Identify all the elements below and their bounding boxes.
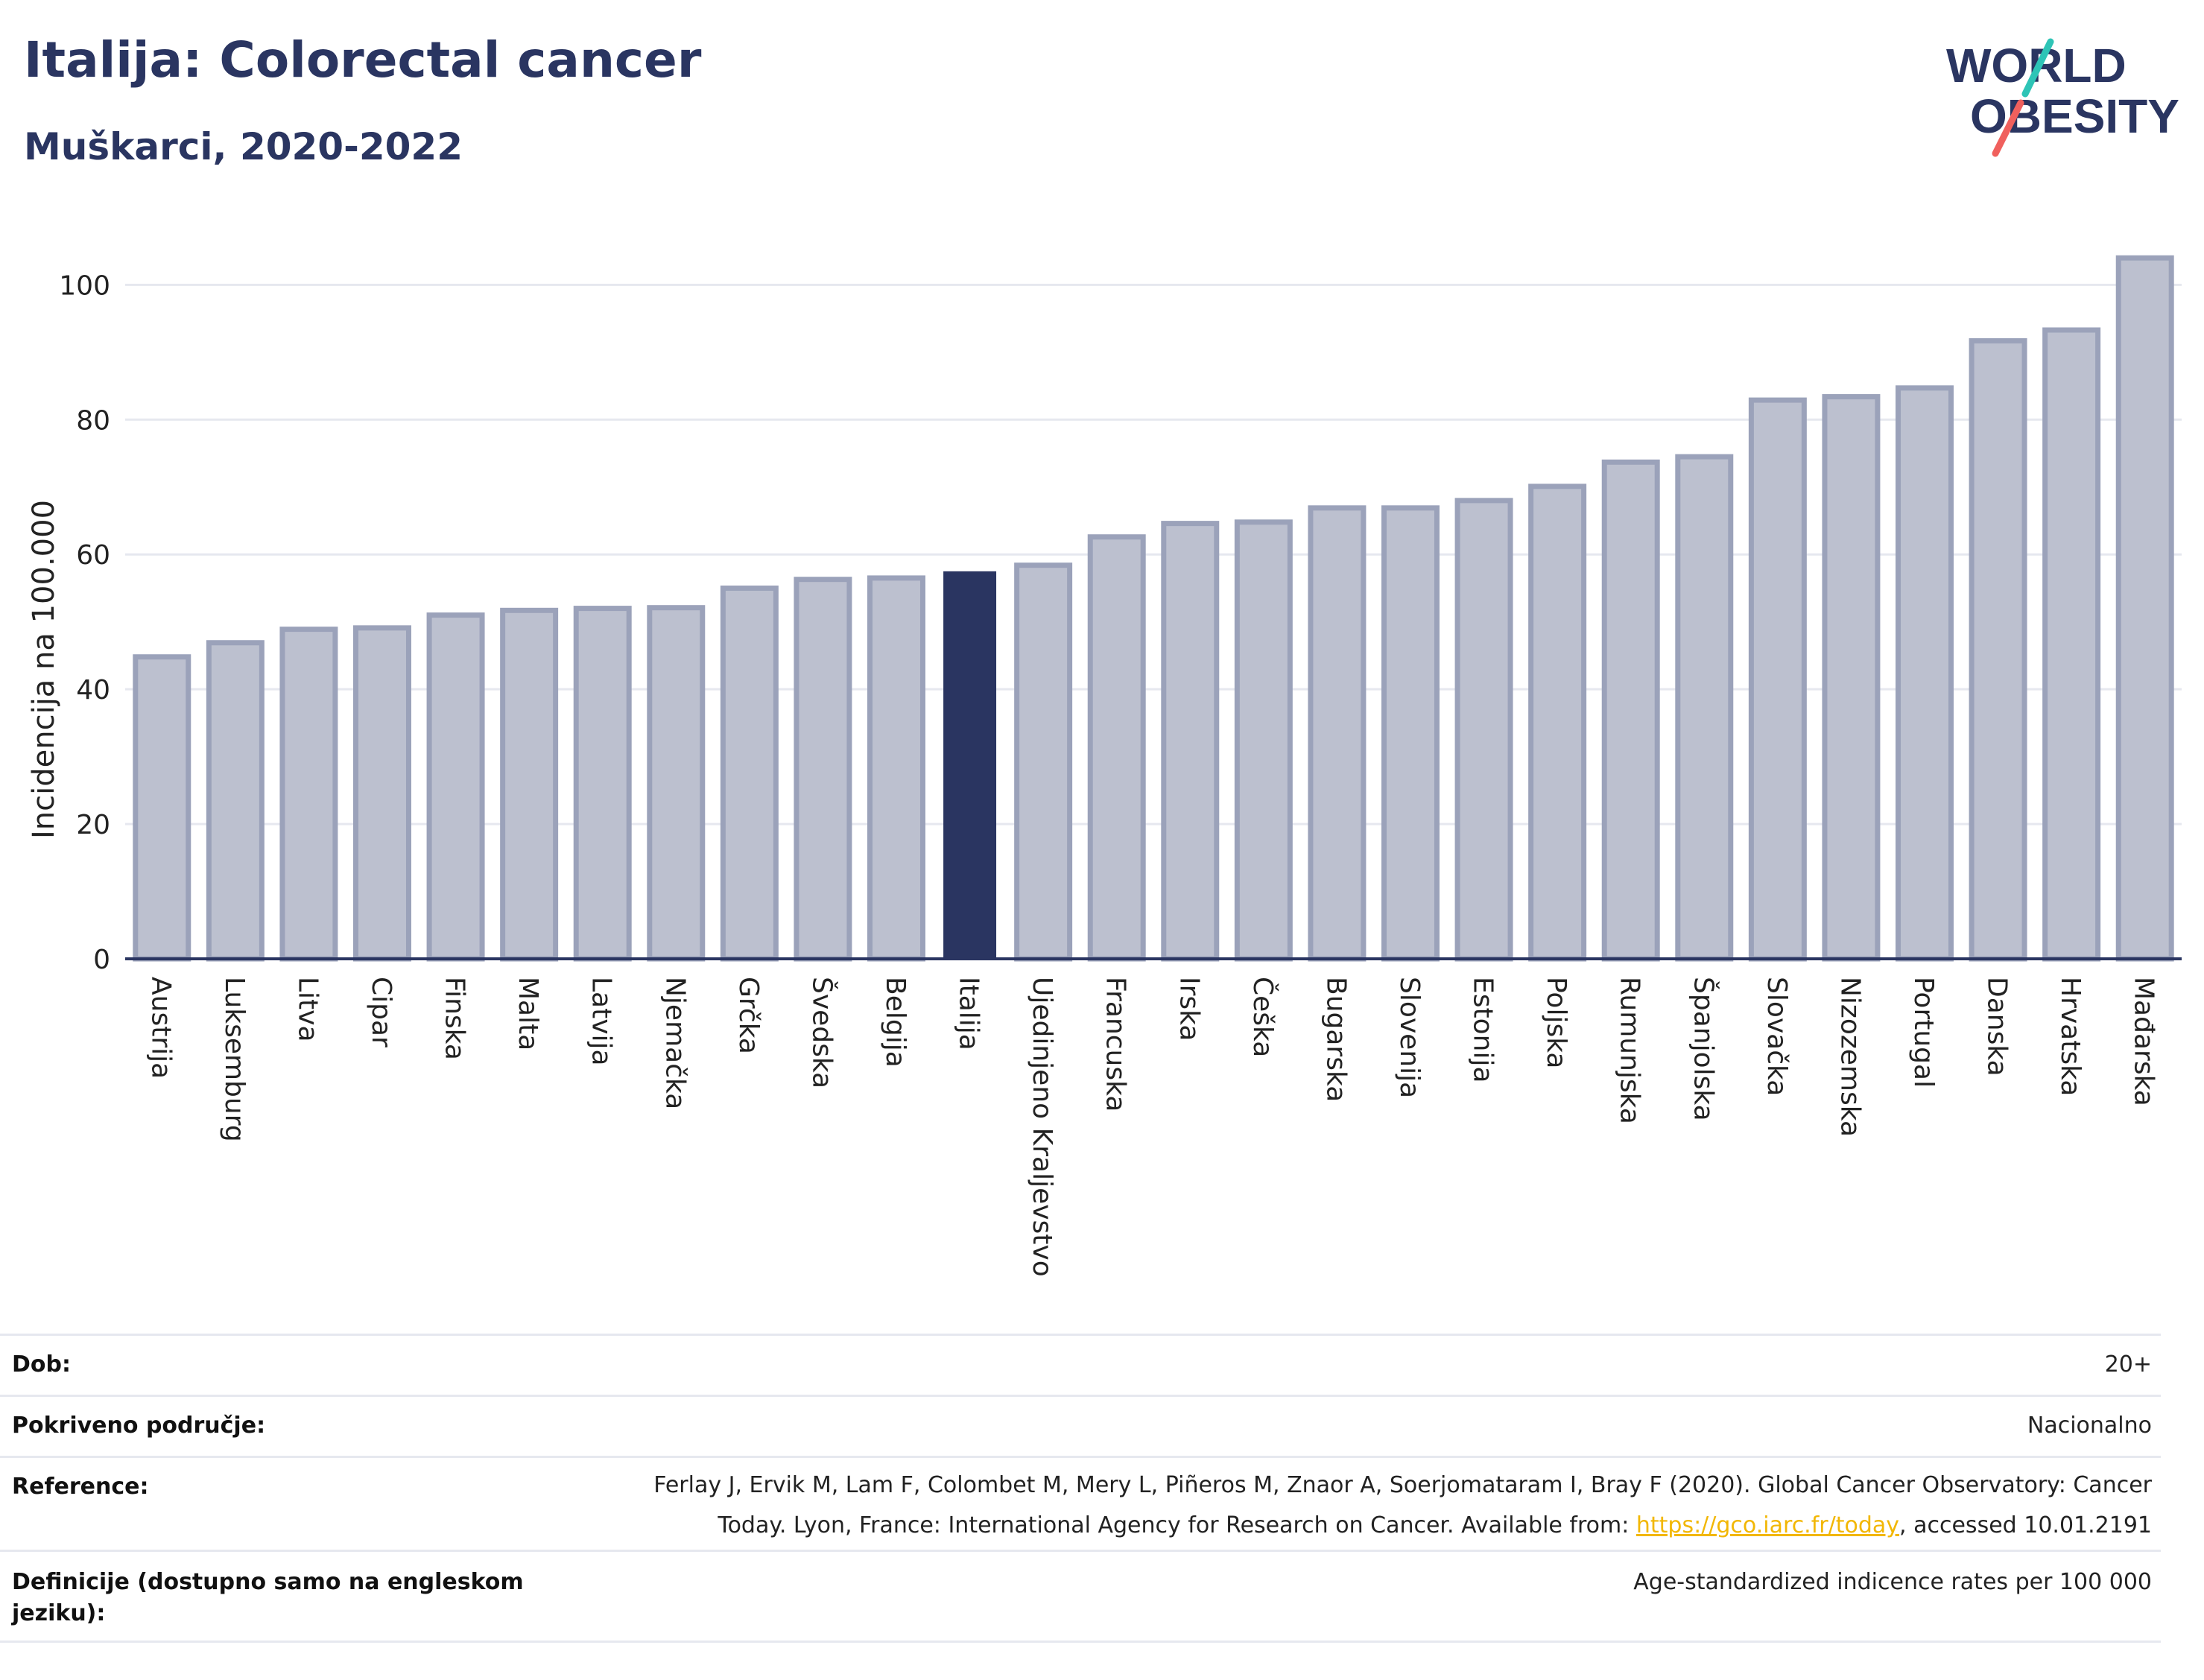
- y-tick-label: 80: [76, 405, 110, 436]
- bar: [1454, 498, 1513, 962]
- bar: [353, 625, 411, 962]
- x-tick-label: Danska: [1982, 977, 2013, 1077]
- bar: [1675, 454, 1734, 962]
- y-tick-label: 60: [76, 540, 110, 571]
- meta-age-label: Dob:: [12, 1351, 71, 1378]
- bar: [1748, 397, 1807, 962]
- x-tick-label: Poljska: [1541, 977, 1571, 1069]
- x-tick-label: Estonija: [1468, 977, 1498, 1083]
- chart-title: Italija: Colorectal cancer: [24, 31, 702, 89]
- bar: [943, 571, 997, 959]
- reference-line-2: Today. Lyon, France: International Agenc…: [587, 1506, 2152, 1546]
- x-tick-label: Belgija: [880, 977, 911, 1068]
- y-tick-label: 100: [59, 270, 110, 301]
- bar: [2115, 255, 2174, 962]
- bar: [1896, 385, 1954, 962]
- y-tick-label: 20: [76, 810, 110, 840]
- x-tick-label: Portugal: [1908, 977, 1939, 1088]
- bar: [1822, 394, 1881, 962]
- bar: [1161, 521, 1220, 962]
- meta-reference-value: Ferlay J, Ervik M, Lam F, Colombet M, Me…: [587, 1465, 2152, 1546]
- bar: [426, 612, 485, 962]
- bar: [867, 575, 925, 962]
- meta-reference-label: Reference:: [12, 1474, 149, 1500]
- x-tick-label: Litva: [292, 977, 323, 1042]
- bar: [206, 640, 265, 962]
- bar: [279, 627, 338, 962]
- reference-line-2-start: Today. Lyon, France: International Agenc…: [718, 1512, 1636, 1538]
- meta-row-coverage: Pokriveno područje: Nacionalno: [0, 1395, 2161, 1456]
- x-tick-label: Hrvatska: [2055, 977, 2086, 1096]
- bar: [794, 577, 852, 962]
- meta-row-reference: Reference: Ferlay J, Ervik M, Lam F, Col…: [0, 1456, 2161, 1550]
- meta-age-value: 20+: [2104, 1351, 2152, 1378]
- bar: [1601, 459, 1660, 962]
- x-tick-label: Švedska: [806, 977, 837, 1088]
- meta-coverage-label: Pokriveno područje:: [12, 1413, 266, 1439]
- meta-row-age: Dob: 20+: [0, 1334, 2161, 1395]
- x-tick-label: Mađarska: [2129, 977, 2159, 1106]
- x-tick-label: Latvija: [586, 977, 617, 1066]
- bar: [1381, 505, 1440, 962]
- x-tick-label: Austrija: [145, 977, 176, 1079]
- x-tick-label: Francuska: [1101, 977, 1131, 1112]
- bar: [647, 605, 706, 962]
- x-tick-label: Nizozemska: [1834, 977, 1865, 1137]
- bar-chart: 0 20 40 60 80 100 Incidencija na 100.000 Austri…: [27, 255, 2182, 1277]
- x-tick-label: Ujedinjeno Kraljevstvo: [1027, 977, 1057, 1277]
- world-obesity-logo: WORLD OBESITY: [1946, 38, 2179, 157]
- meta-definitions-value: Age-standardized indicence rates per 100…: [1633, 1569, 2152, 1595]
- y-tick-label: 40: [76, 675, 110, 706]
- bar: [720, 585, 779, 962]
- bar: [1308, 505, 1367, 962]
- x-tick-label: Irska: [1174, 977, 1204, 1041]
- bar: [1969, 337, 2027, 962]
- meta-coverage-value: Nacionalno: [2027, 1413, 2152, 1439]
- meta-definitions-label: Definicije (dostupno samo na engleskom j…: [12, 1569, 524, 1626]
- reference-link[interactable]: https://gco.iarc.fr/today: [1635, 1512, 1900, 1538]
- x-tick-label: Njemačka: [659, 977, 690, 1109]
- chart-subtitle: Muškarci, 2020-2022: [24, 125, 463, 168]
- bar: [500, 607, 559, 962]
- bar: [573, 606, 632, 962]
- bar: [1234, 519, 1293, 962]
- bar: [1087, 534, 1146, 962]
- y-tick-label: 0: [93, 945, 110, 975]
- x-tick-label: Češka: [1247, 977, 1279, 1057]
- reference-line-1: Ferlay J, Ervik M, Lam F, Colombet M, Me…: [653, 1472, 2152, 1498]
- bar: [133, 654, 191, 962]
- x-tick-label: Slovenija: [1394, 977, 1425, 1098]
- x-tick-label: Rumunjska: [1615, 977, 1645, 1124]
- x-tick-label: Španjolska: [1688, 977, 1719, 1121]
- logo-slash-teal: [2021, 38, 2054, 98]
- x-tick-label: Italija: [954, 977, 984, 1050]
- reference-line-2-end: , accessed 10.01.2191: [1899, 1512, 2152, 1538]
- x-tick-label: Grčka: [733, 977, 764, 1054]
- x-tick-label: Luksemburg: [219, 977, 250, 1142]
- y-axis-label: Incidencija na 100.000: [27, 500, 61, 839]
- x-tick-label: Cipar: [366, 977, 396, 1047]
- x-tick-label: Slovačka: [1761, 977, 1792, 1096]
- x-tick-label: Finska: [440, 977, 470, 1060]
- bar: [1014, 562, 1073, 962]
- logo-slash-coral: [1992, 99, 2024, 157]
- x-tick-label: Malta: [513, 977, 543, 1050]
- x-tick-label: Bugarska: [1320, 977, 1351, 1102]
- meta-row-definitions: Definicije (dostupno samo na engleskom j…: [0, 1550, 2161, 1643]
- bar: [2042, 327, 2101, 962]
- bar: [1528, 484, 1587, 962]
